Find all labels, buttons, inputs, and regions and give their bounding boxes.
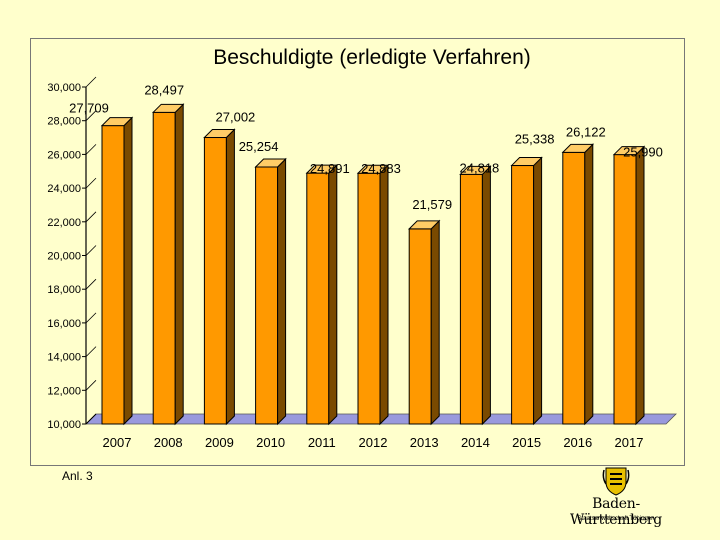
bar-front [357, 172, 381, 425]
bar-top [459, 165, 492, 175]
y-tick-depth [85, 76, 97, 88]
y-tick-depth [85, 144, 97, 155]
y-tick-depth [85, 278, 97, 290]
x-tick-label: 2012 [359, 435, 388, 450]
bar-2012 [356, 164, 390, 426]
y-tick-depth [85, 177, 97, 189]
bar-side [430, 219, 440, 426]
bar-2014 [459, 165, 492, 426]
y-tick-depth [85, 312, 97, 324]
bar-top [356, 164, 390, 174]
data-label: 24,818 [460, 160, 500, 175]
bar-top [612, 146, 646, 156]
bar-2011 [305, 163, 339, 426]
y-tick-label: 26,000 [47, 149, 81, 161]
bar-front [408, 228, 432, 425]
bar-front [562, 151, 586, 425]
attachment-label: Anl. 3 [62, 469, 93, 483]
bar-top [203, 129, 236, 139]
logo-text: Baden-Württemberg [570, 496, 662, 528]
x-tick-label: 2007 [103, 435, 132, 450]
data-label: 27,709 [69, 101, 109, 116]
bar-front [255, 166, 279, 425]
bar-2017 [612, 145, 646, 426]
chart-title: Beschuldigte (erledigte Verfahren) [213, 46, 531, 69]
x-tick-label: 2008 [154, 435, 183, 450]
data-label: 24,891 [310, 161, 350, 176]
logo-subtitle: Staatsanwaltschaft Tübingen [577, 516, 655, 522]
bar-front [101, 125, 125, 425]
y-tick-depth [85, 245, 97, 256]
data-label: 25,338 [515, 132, 555, 147]
x-tick-label: 2013 [410, 435, 439, 450]
bar-top [510, 157, 543, 167]
y-tick-depth [85, 380, 97, 391]
y-tick-depth [85, 211, 97, 223]
data-label: 24,883 [361, 161, 401, 176]
y-tick-label: 18,000 [47, 284, 81, 296]
y-tick-label: 14,000 [47, 352, 81, 364]
bar-front [306, 172, 330, 425]
y-tick-depth [85, 110, 97, 121]
bar-2016 [561, 143, 595, 426]
y-tick-label: 10,000 [47, 419, 81, 431]
bar-2013 [407, 219, 441, 426]
bar-side [379, 164, 389, 426]
chart-frame [30, 38, 685, 466]
x-tick-label: 2015 [512, 435, 541, 450]
y-tick-depth [85, 346, 97, 357]
bar-front [613, 154, 637, 425]
x-tick-label: 2010 [256, 435, 285, 450]
bar-side [277, 157, 287, 426]
bar-side [481, 165, 491, 426]
data-label: 21,579 [412, 197, 452, 212]
bar-side [225, 128, 235, 426]
bar-front [203, 137, 227, 425]
y-tick-label: 16,000 [47, 318, 81, 330]
baden-wuerttemberg-logo: Baden-Württemberg Staatsanwaltschaft Tüb… [556, 464, 676, 534]
data-label: 25,254 [239, 139, 279, 154]
x-tick-label: 2017 [615, 435, 644, 450]
y-tick-label: 30,000 [47, 82, 81, 94]
data-label: 26,122 [566, 124, 606, 139]
bar-top [151, 103, 185, 113]
y-tick-label: 22,000 [47, 217, 81, 229]
x-tick-label: 2011 [308, 435, 336, 450]
x-tick-label: 2009 [205, 435, 234, 450]
bar-top [407, 220, 441, 230]
bar-top [100, 117, 134, 127]
bar-front [459, 173, 483, 425]
y-tick-label: 20,000 [47, 251, 81, 263]
y-tick-label: 24,000 [47, 183, 81, 195]
bar-side [533, 156, 543, 426]
bar-2008 [151, 103, 185, 426]
bar-2009 [203, 128, 236, 426]
y-tick-depth [85, 413, 97, 425]
y-tick-label: 12,000 [47, 385, 81, 397]
coat-of-arms-icon [602, 467, 630, 496]
bar-2010 [254, 157, 287, 426]
bar-top [305, 164, 339, 174]
bar-side [174, 103, 184, 426]
data-label: 25,990 [623, 145, 663, 160]
bar-front [511, 165, 535, 425]
bar-side [584, 143, 594, 426]
bar-top [561, 143, 595, 153]
x-tick-label: 2016 [563, 435, 592, 450]
data-label: 28,497 [144, 82, 184, 97]
bar-2007 [100, 116, 134, 426]
bar-top [254, 158, 287, 168]
y-tick-label: 28,000 [47, 116, 81, 128]
bar-side [635, 145, 645, 426]
x-tick-label: 2014 [461, 435, 490, 450]
bar-2015 [510, 156, 543, 426]
data-label: 27,002 [216, 110, 256, 125]
bar-side [123, 116, 133, 426]
bar-front [152, 111, 176, 425]
bar-side [328, 163, 338, 426]
